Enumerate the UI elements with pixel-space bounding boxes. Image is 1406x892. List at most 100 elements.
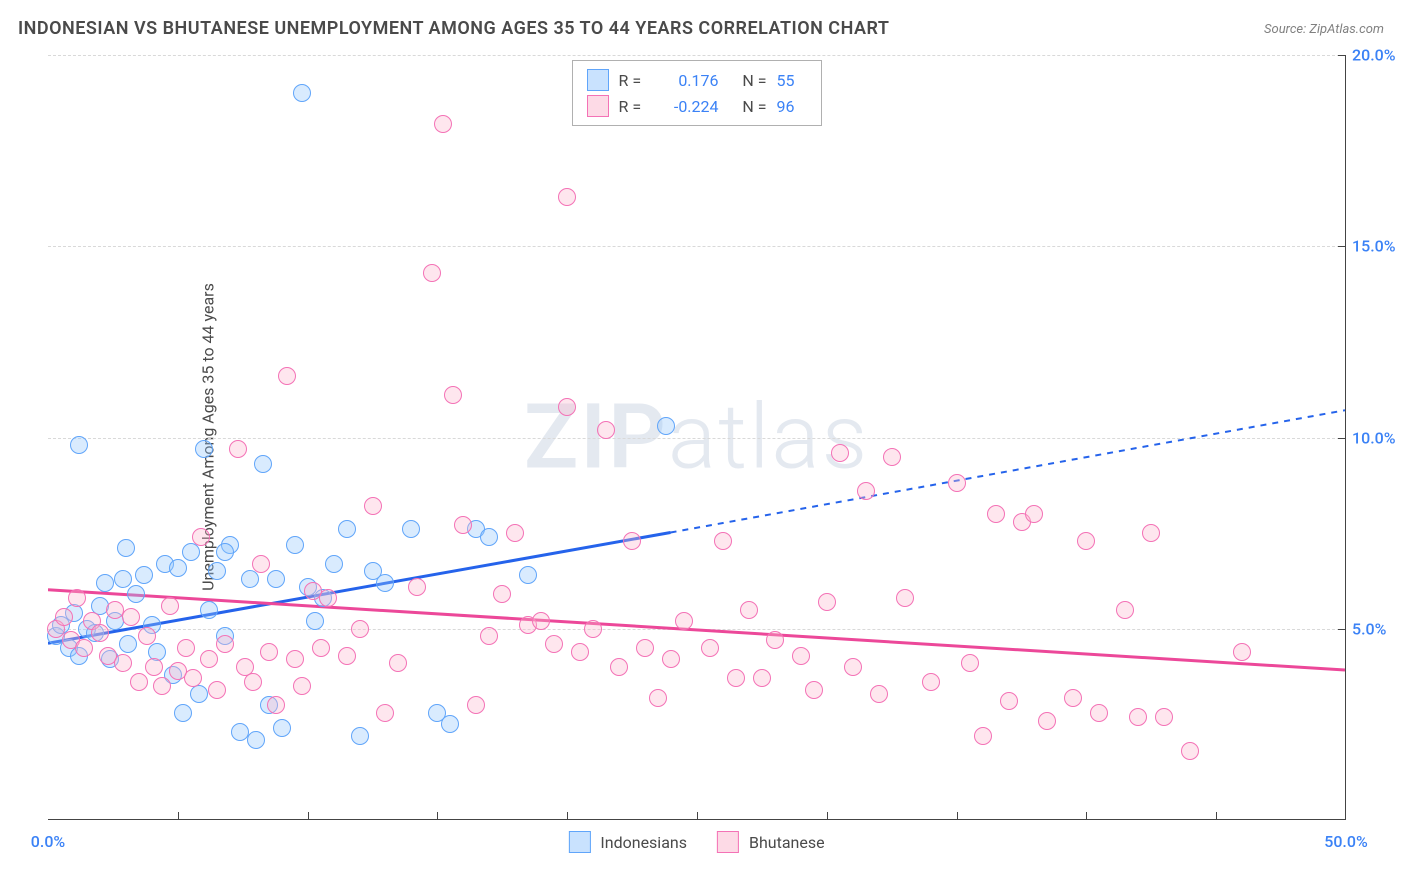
scatter-point-bhutanese <box>376 704 394 722</box>
scatter-point-bhutanese <box>493 585 511 603</box>
scatter-point-bhutanese <box>114 654 132 672</box>
y-tick-label: 20.0% <box>1352 46 1406 65</box>
scatter-point-bhutanese <box>267 696 285 714</box>
scatter-point-bhutanese <box>896 589 914 607</box>
scatter-point-bhutanese <box>252 555 270 573</box>
scatter-point-bhutanese <box>1116 601 1134 619</box>
scatter-point-bhutanese <box>753 669 771 687</box>
scatter-point-indonesians <box>135 566 153 584</box>
x-tick-label: 0.0% <box>31 832 65 851</box>
scatter-point-bhutanese <box>662 650 680 668</box>
chart-plot-area: Unemployment Among Ages 35 to 44 years Z… <box>48 55 1346 820</box>
scatter-point-indonesians <box>293 84 311 102</box>
legend-label: Indonesians <box>600 833 687 852</box>
scatter-point-bhutanese <box>1233 643 1251 661</box>
n-value-bhutanese: 96 <box>777 97 807 116</box>
scatter-point-bhutanese <box>444 386 462 404</box>
scatter-point-bhutanese <box>675 612 693 630</box>
scatter-point-bhutanese <box>727 669 745 687</box>
scatter-point-bhutanese <box>408 578 426 596</box>
scatter-point-indonesians <box>267 570 285 588</box>
scatter-point-bhutanese <box>948 474 966 492</box>
scatter-point-bhutanese <box>55 608 73 626</box>
grid-line <box>48 438 1345 439</box>
r-label: R = <box>619 71 649 90</box>
scatter-point-bhutanese <box>467 696 485 714</box>
scatter-point-bhutanese <box>1077 532 1095 550</box>
scatter-point-indonesians <box>247 731 265 749</box>
scatter-point-bhutanese <box>122 608 140 626</box>
scatter-point-indonesians <box>208 562 226 580</box>
scatter-point-indonesians <box>306 612 324 630</box>
r-value-bhutanese: -0.224 <box>659 97 719 116</box>
x-tick-mark <box>437 812 438 820</box>
n-label: N = <box>737 71 767 90</box>
y-tick-label: 10.0% <box>1352 428 1406 447</box>
scatter-point-indonesians <box>169 559 187 577</box>
scatter-point-bhutanese <box>286 650 304 668</box>
y-tick-label: 15.0% <box>1352 237 1406 256</box>
swatch-blue-icon <box>568 831 590 853</box>
x-tick-mark <box>697 812 698 820</box>
scatter-point-indonesians <box>286 536 304 554</box>
scatter-point-indonesians <box>114 570 132 588</box>
scatter-point-indonesians <box>376 574 394 592</box>
scatter-point-bhutanese <box>571 643 589 661</box>
scatter-point-bhutanese <box>229 440 247 458</box>
scatter-point-bhutanese <box>558 398 576 416</box>
scatter-point-bhutanese <box>319 589 337 607</box>
scatter-point-bhutanese <box>1038 712 1056 730</box>
scatter-point-bhutanese <box>75 639 93 657</box>
series-legend: Indonesians Bhutanese <box>568 831 824 853</box>
scatter-point-indonesians <box>273 719 291 737</box>
scatter-point-bhutanese <box>922 673 940 691</box>
scatter-point-indonesians <box>127 585 145 603</box>
correlation-legend: R = 0.176 N = 55 R = -0.224 N = 96 <box>572 60 822 126</box>
r-value-indonesians: 0.176 <box>659 71 719 90</box>
scatter-point-bhutanese <box>805 681 823 699</box>
scatter-point-bhutanese <box>1025 505 1043 523</box>
scatter-point-bhutanese <box>701 639 719 657</box>
swatch-pink-icon <box>717 831 739 853</box>
scatter-point-bhutanese <box>208 681 226 699</box>
scatter-point-bhutanese <box>1155 708 1173 726</box>
x-tick-mark <box>567 812 568 820</box>
x-tick-mark <box>308 812 309 820</box>
scatter-point-bhutanese <box>987 505 1005 523</box>
swatch-pink-icon <box>587 95 609 117</box>
scatter-point-bhutanese <box>138 627 156 645</box>
y-tick-mark <box>1338 246 1346 247</box>
legend-row-bhutanese: R = -0.224 N = 96 <box>587 93 807 119</box>
scatter-point-bhutanese <box>1142 524 1160 542</box>
scatter-point-bhutanese <box>597 421 615 439</box>
scatter-point-bhutanese <box>844 658 862 676</box>
scatter-point-bhutanese <box>130 673 148 691</box>
scatter-point-bhutanese <box>1129 708 1147 726</box>
scatter-point-indonesians <box>200 601 218 619</box>
scatter-point-indonesians <box>241 570 259 588</box>
y-tick-label: 5.0% <box>1352 619 1406 638</box>
n-value-indonesians: 55 <box>777 71 807 90</box>
legend-row-indonesians: R = 0.176 N = 55 <box>587 67 807 93</box>
scatter-point-bhutanese <box>714 532 732 550</box>
x-tick-label: 50.0% <box>1324 832 1368 851</box>
scatter-point-bhutanese <box>312 639 330 657</box>
scatter-point-bhutanese <box>870 685 888 703</box>
scatter-point-bhutanese <box>545 635 563 653</box>
scatter-point-bhutanese <box>1090 704 1108 722</box>
scatter-point-bhutanese <box>831 444 849 462</box>
scatter-point-bhutanese <box>1000 692 1018 710</box>
scatter-point-bhutanese <box>423 264 441 282</box>
scatter-point-indonesians <box>657 417 675 435</box>
scatter-point-bhutanese <box>389 654 407 672</box>
x-tick-mark <box>1086 812 1087 820</box>
x-tick-mark <box>957 812 958 820</box>
scatter-point-bhutanese <box>610 658 628 676</box>
scatter-point-bhutanese <box>216 635 234 653</box>
scatter-point-bhutanese <box>278 367 296 385</box>
scatter-point-bhutanese <box>740 601 758 619</box>
y-tick-mark <box>1338 629 1346 630</box>
scatter-point-bhutanese <box>974 727 992 745</box>
scatter-point-indonesians <box>441 715 459 733</box>
scatter-point-indonesians <box>117 539 135 557</box>
